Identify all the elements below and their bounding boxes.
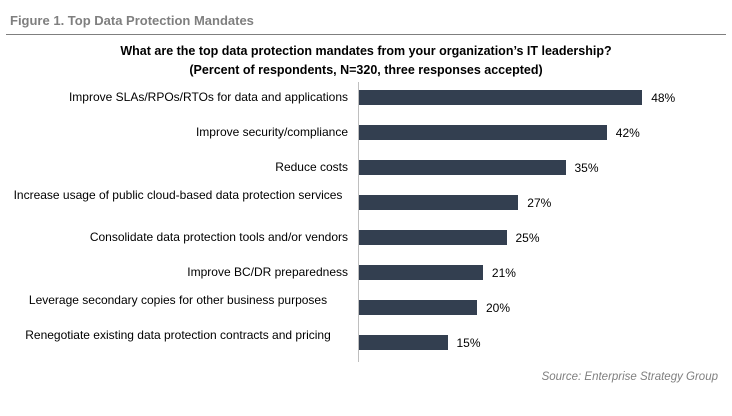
bar	[359, 125, 607, 140]
chart-title: What are the top data protection mandate…	[120, 44, 612, 58]
bar	[359, 195, 519, 210]
category-label: Increase usage of public cloud-based dat…	[13, 187, 343, 202]
value-label: 15%	[456, 335, 481, 350]
chart-subtitle: (Percent of respondents, N=320, three re…	[189, 63, 543, 77]
bar	[359, 300, 477, 315]
category-axis-line	[358, 82, 359, 362]
source-note: Source: Enterprise Strategy Group	[541, 371, 718, 383]
category-label: Leverage secondary copies for other busi…	[28, 292, 328, 307]
category-label: Consolidate data protection tools and/or…	[89, 230, 348, 244]
category-label: Improve SLAs/RPOs/RTOs for data and appl…	[68, 90, 348, 104]
bar	[359, 160, 566, 175]
value-label: 27%	[527, 195, 552, 210]
category-label: Renegotiate existing data protection con…	[25, 327, 331, 342]
bar	[359, 265, 483, 280]
value-label: 20%	[486, 300, 511, 315]
value-label: 48%	[651, 90, 676, 105]
value-label: 21%	[491, 265, 516, 280]
bar	[359, 335, 448, 350]
value-label: 35%	[574, 160, 599, 175]
bar	[359, 90, 643, 105]
value-label: 42%	[615, 125, 640, 140]
figure-title: Figure 1. Top Data Protection Mandates	[10, 13, 254, 28]
category-label: Improve BC/DR preparedness	[187, 265, 348, 279]
value-label: 25%	[515, 230, 540, 245]
bar	[359, 230, 507, 245]
figure-header: Figure 1. Top Data Protection Mandates	[6, 8, 726, 35]
category-label: Improve security/compliance	[195, 125, 348, 139]
category-label: Reduce costs	[275, 160, 348, 174]
